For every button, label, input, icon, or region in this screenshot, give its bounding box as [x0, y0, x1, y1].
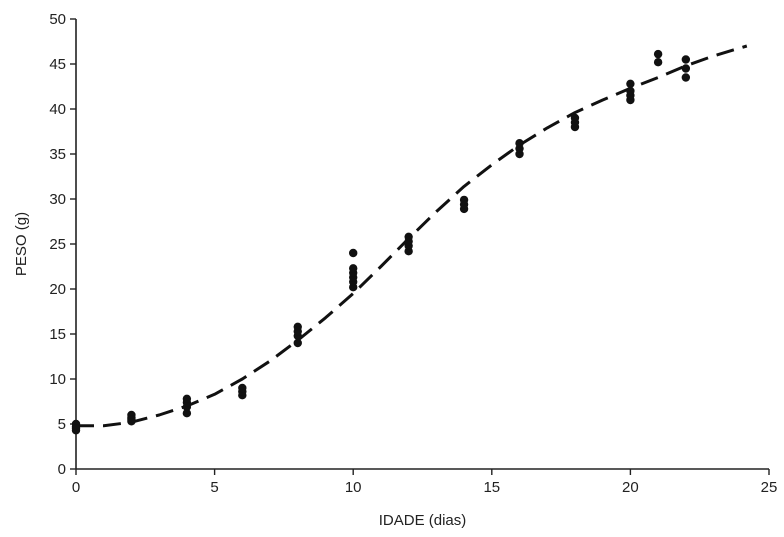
data-point [653, 49, 663, 59]
x-tick-label: 15 [483, 479, 500, 496]
y-axis-title: PESO (g) [13, 212, 30, 276]
y-tick-label: 5 [58, 416, 66, 433]
data-point [459, 195, 469, 205]
y-tick-label: 25 [49, 236, 66, 253]
y-tick-label: 35 [49, 146, 66, 163]
data-points-layer [71, 49, 691, 435]
x-axis-title: IDADE (dias) [379, 512, 467, 529]
x-tick-label: 10 [345, 479, 362, 496]
y-tick-label: 30 [49, 191, 66, 208]
data-point [515, 139, 524, 148]
x-tick-label: 25 [761, 479, 778, 496]
data-point [570, 113, 580, 123]
y-tick-label: 40 [49, 101, 66, 118]
y-tick-label: 15 [49, 326, 66, 343]
y-tick-label: 0 [58, 461, 66, 478]
axis-labels-layer: IDADE (dias) PESO (g) [13, 212, 466, 529]
x-tick-label: 20 [622, 479, 639, 496]
data-point [349, 248, 358, 258]
y-tick-label: 50 [49, 11, 66, 28]
data-point [681, 55, 691, 64]
data-point [127, 415, 136, 424]
x-tick-label: 0 [72, 479, 80, 496]
data-point [182, 409, 192, 418]
data-point [653, 58, 663, 67]
data-point [238, 383, 247, 393]
y-tick-label: 45 [49, 56, 66, 73]
data-point [293, 322, 302, 331]
data-point [349, 264, 358, 273]
data-point [681, 64, 691, 73]
y-tick-label: 10 [49, 371, 66, 388]
data-point [626, 79, 635, 89]
data-point [182, 394, 192, 403]
axes: 0 5 10 15 20 25 30 35 40 45 50 0 5 10 15 20 25 [49, 11, 777, 496]
data-point [71, 424, 81, 433]
y-tick-label: 20 [49, 281, 66, 298]
x-tick-label: 5 [210, 479, 218, 496]
data-point [681, 73, 691, 82]
data-point [404, 232, 413, 241]
data-point [293, 338, 302, 348]
data-point [626, 86, 635, 96]
